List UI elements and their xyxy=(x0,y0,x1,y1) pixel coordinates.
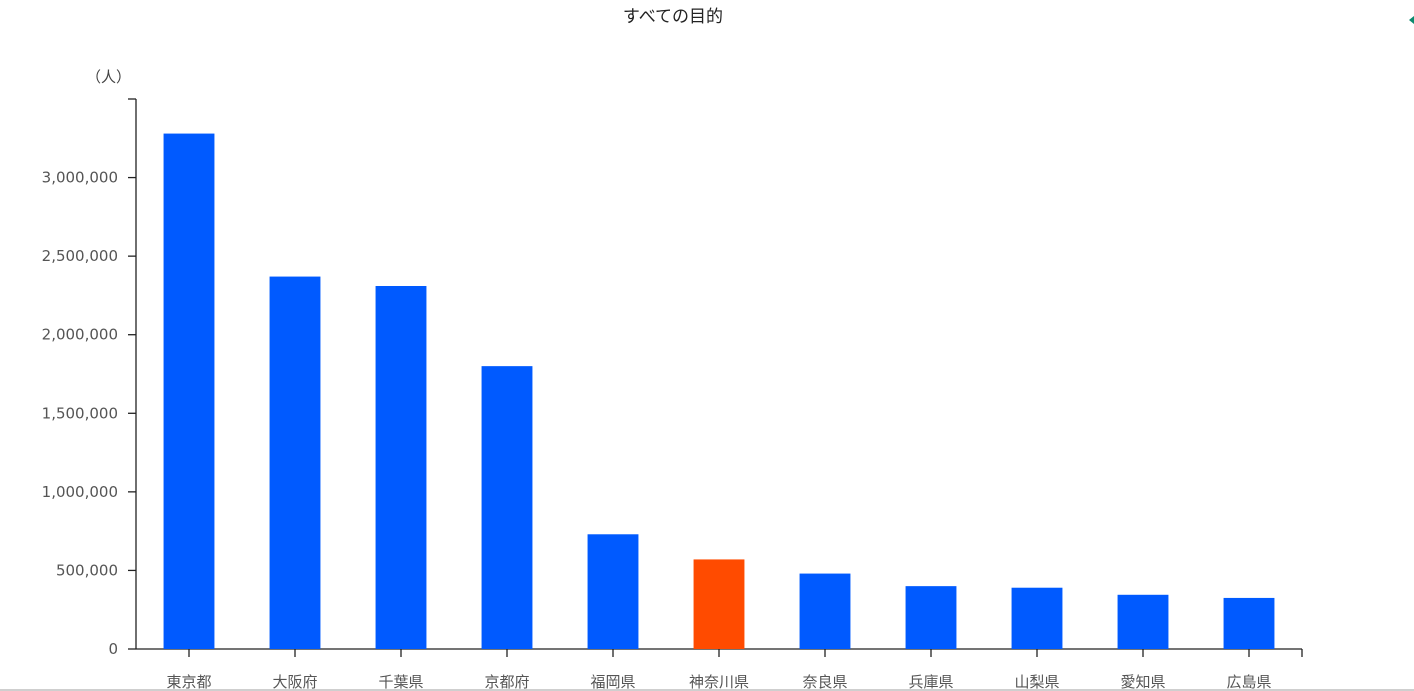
y-tick-label: 500,000 xyxy=(56,561,118,579)
chart-title: すべての目的 xyxy=(622,7,724,27)
y-tick-label: 2,500,000 xyxy=(42,247,118,265)
x-tick-label: 東京都 xyxy=(166,673,211,691)
x-tick-label: 兵庫県 xyxy=(908,673,953,691)
bar xyxy=(587,534,639,649)
x-tick-label: 大阪府 xyxy=(272,673,317,691)
y-axis-unit-label: （人） xyxy=(86,68,132,86)
x-tick-label: 千葉県 xyxy=(378,673,423,691)
x-tick-label: 広島県 xyxy=(1226,673,1271,691)
x-tick-label: 奈良県 xyxy=(802,673,847,691)
bar xyxy=(1011,587,1063,649)
y-tick-label: 3,000,000 xyxy=(42,169,118,187)
bar xyxy=(1117,594,1169,649)
bar xyxy=(1223,597,1275,649)
bar xyxy=(799,573,851,649)
bar xyxy=(269,276,321,649)
bar-highlighted xyxy=(693,559,745,649)
x-tick-label: 福岡県 xyxy=(590,673,635,691)
y-tick-label: 1,500,000 xyxy=(42,404,118,422)
bar xyxy=(905,586,957,649)
x-tick-label: 京都府 xyxy=(484,673,529,691)
bottom-divider xyxy=(0,689,1414,691)
bar xyxy=(481,366,533,649)
y-tick-label: 0 xyxy=(108,640,118,658)
x-tick-label: 山梨県 xyxy=(1014,673,1059,691)
y-tick-label: 1,000,000 xyxy=(42,483,118,501)
x-tick-label: 神奈川県 xyxy=(689,673,749,691)
x-tick-label: 愛知県 xyxy=(1120,673,1165,691)
bar xyxy=(375,286,427,649)
scroll-arrow-icon[interactable] xyxy=(1409,16,1414,24)
y-tick-label: 2,000,000 xyxy=(42,326,118,344)
bar xyxy=(163,133,215,650)
